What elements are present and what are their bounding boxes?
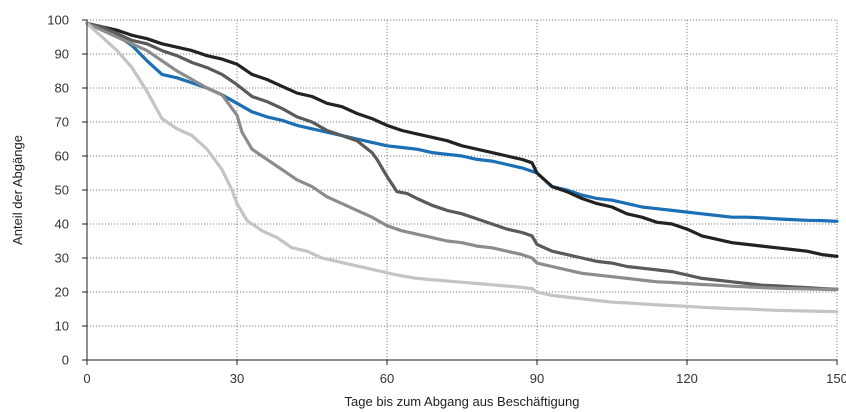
- series-layer: [85, 21, 839, 314]
- series-line-4: [85, 21, 839, 292]
- y-tick-label: 80: [55, 81, 69, 96]
- axes: [82, 19, 838, 365]
- y-axis-label: Anteil der Abgänge: [10, 135, 25, 245]
- y-tick-label: 40: [55, 217, 69, 232]
- y-tick-label: 90: [55, 47, 69, 62]
- series-line-3: [85, 21, 839, 291]
- y-tick-label: 10: [55, 319, 69, 334]
- series-line-5: [85, 21, 839, 314]
- x-tick-label: 90: [530, 371, 544, 386]
- y-tick-label: 30: [55, 251, 69, 266]
- y-tick-label: 70: [55, 115, 69, 130]
- x-tick-label: 0: [83, 371, 90, 386]
- x-axis-label: Tage bis zum Abgang aus Beschäftigung: [345, 394, 580, 409]
- series-line-2: [85, 21, 839, 258]
- x-tick-label: 150: [826, 371, 846, 386]
- y-tick-label: 60: [55, 149, 69, 164]
- x-tick-label: 60: [380, 371, 394, 386]
- y-tick-label: 100: [47, 13, 69, 28]
- x-tick-label: 30: [230, 371, 244, 386]
- x-tick-label: 120: [676, 371, 698, 386]
- y-tick-label: 20: [55, 285, 69, 300]
- y-tick-label: 0: [62, 353, 69, 368]
- tick-labels: 0 10 20 30 40 50 60 70 80 90 100 0 30 60 90 120 150: [47, 13, 846, 387]
- y-tick-label: 50: [55, 183, 69, 198]
